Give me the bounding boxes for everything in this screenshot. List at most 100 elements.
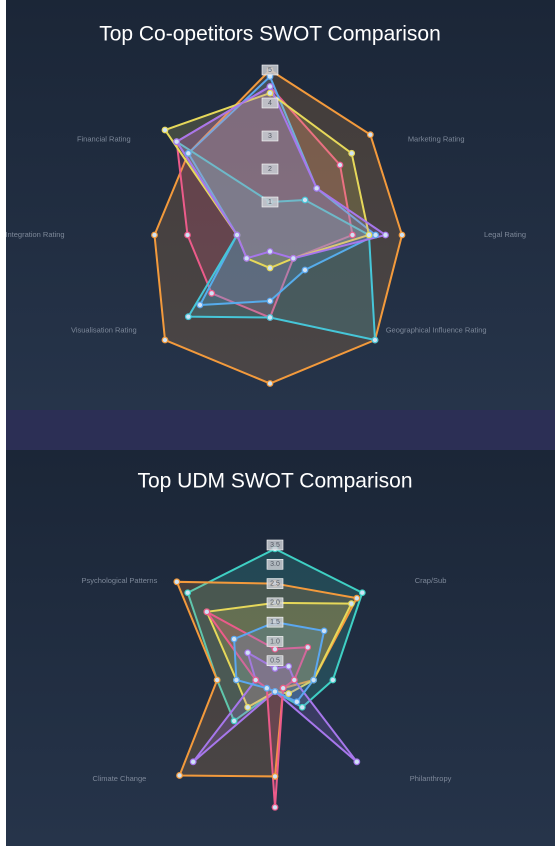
data-point: [151, 231, 158, 239]
tick-label: 3.5: [270, 542, 280, 549]
tick-label: 2.5: [270, 580, 280, 587]
data-point: [349, 231, 356, 239]
tick-label: 2: [268, 166, 272, 173]
axis-label: Philanthropy: [410, 774, 452, 783]
data-point: [271, 773, 279, 780]
data-point: [293, 698, 301, 706]
data-point: [184, 231, 191, 239]
data-point: [266, 83, 274, 90]
data-point: [353, 758, 361, 766]
data-point: [279, 684, 287, 692]
tick-box: [261, 163, 279, 175]
tick-box: [266, 597, 284, 609]
data-point: [266, 380, 274, 387]
data-point: [336, 161, 344, 169]
data-point: [244, 703, 252, 711]
data-point: [266, 248, 274, 255]
data-point: [233, 676, 240, 684]
data-point: [289, 254, 297, 262]
data-point: [298, 703, 306, 711]
data-point: [347, 600, 355, 608]
data-point: [173, 138, 181, 146]
tick-box: [261, 130, 279, 142]
data-point: [266, 89, 274, 97]
data-point: [196, 301, 204, 309]
data-point: [176, 772, 183, 779]
data-point: [329, 676, 337, 684]
tick-label: 0.5: [270, 658, 280, 665]
data-point: [184, 313, 192, 321]
axis-label: Psychological Patterns: [81, 576, 157, 585]
tick-label: 3.0: [270, 561, 280, 568]
axis-label: Climate Change: [93, 774, 147, 783]
data-point: [252, 676, 260, 684]
data-point: [271, 645, 279, 653]
data-point: [285, 662, 293, 670]
tick-label: 5: [268, 67, 272, 74]
data-point: [271, 665, 279, 672]
tick-label: 1: [268, 199, 272, 206]
data-point: [372, 231, 380, 239]
data-point: [358, 589, 366, 597]
tick-box: [266, 539, 284, 551]
panel-top: [6, 0, 555, 410]
data-point: [271, 688, 279, 695]
separator: [6, 410, 555, 450]
axis-label: Marketing Rating: [408, 135, 465, 144]
data-point: [189, 758, 197, 766]
tick-label: 1.0: [270, 638, 280, 645]
data-point: [304, 643, 312, 651]
data-point: [184, 149, 192, 157]
tick-box: [261, 64, 279, 76]
axis-label: Integration Rating: [5, 230, 64, 239]
data-point: [301, 266, 309, 274]
axis-label: Visualisation Rating: [71, 325, 137, 334]
tick-box: [261, 97, 279, 109]
tick-box: [266, 616, 284, 628]
data-point: [233, 231, 241, 239]
data-point: [290, 676, 298, 684]
data-point: [365, 231, 373, 239]
data-point: [371, 336, 379, 344]
data-point: [184, 589, 192, 597]
data-point: [271, 803, 279, 811]
chart-title: Top Co-opetitors SWOT Comparison: [99, 23, 441, 46]
tick-box: [266, 558, 284, 570]
data-point: [203, 608, 211, 616]
axis-label: Legal Rating: [484, 230, 526, 239]
data-point: [213, 676, 221, 684]
data-point: [208, 289, 216, 297]
chart-title: Top UDM SWOT Comparison: [137, 470, 412, 493]
axis-label: Crap/Sub: [415, 576, 447, 585]
data-point: [366, 131, 374, 139]
data-point: [266, 297, 274, 305]
data-point: [310, 676, 317, 684]
data-point: [243, 254, 251, 262]
tick-box: [266, 578, 284, 589]
data-point: [266, 264, 274, 272]
tick-label: 2.0: [270, 600, 280, 607]
data-point: [348, 149, 356, 157]
data-point: [230, 635, 238, 643]
data-point: [320, 627, 328, 635]
tick-box: [266, 636, 284, 647]
data-point: [313, 184, 321, 192]
data-point: [266, 314, 274, 321]
data-point: [161, 126, 169, 134]
data-point: [230, 717, 238, 725]
data-point: [173, 578, 181, 586]
tick-box: [266, 655, 284, 667]
tick-label: 3: [268, 133, 272, 140]
tick-box: [261, 196, 279, 208]
data-point: [285, 690, 293, 698]
data-point: [161, 336, 169, 344]
tick-label: 1.5: [270, 619, 280, 626]
data-point: [353, 594, 361, 602]
data-point: [244, 649, 252, 657]
tick-label: 4: [268, 100, 272, 107]
data-point: [301, 196, 309, 204]
data-point: [398, 231, 406, 239]
axis-label: Geographical Influence Rating: [386, 325, 487, 334]
data-point: [263, 684, 271, 692]
